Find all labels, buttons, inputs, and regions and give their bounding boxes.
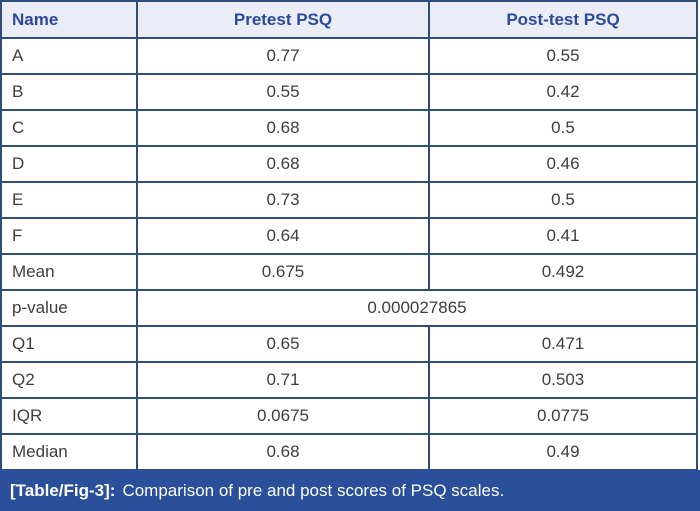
posttest-value-cell: 0.49 [428, 433, 698, 471]
table-header: Name Pretest PSQ Post-test PSQ [0, 0, 698, 39]
column-header-pretest-psq: Pretest PSQ [136, 0, 430, 39]
posttest-value-cell: 0.55 [428, 37, 698, 75]
posttest-value-cell: 0.471 [428, 325, 698, 363]
row-label-cell: Q1 [0, 325, 138, 363]
table-row-q1: Q1 0.65 0.471 [0, 325, 698, 363]
row-label-cell: Q2 [0, 361, 138, 399]
table-row-median: Median 0.68 0.49 [0, 433, 698, 471]
pretest-value-cell: 0.675 [136, 253, 430, 291]
pretest-value-cell: 0.73 [136, 181, 430, 219]
table-row: C 0.68 0.5 [0, 109, 698, 147]
table-row-p-value: p-value 0.000027865 [0, 289, 698, 327]
row-label-cell: E [0, 181, 138, 219]
table-row-mean: Mean 0.675 0.492 [0, 253, 698, 291]
p-value-merged-cell: 0.000027865 [136, 289, 698, 327]
table-row: B 0.55 0.42 [0, 73, 698, 111]
posttest-value-cell: 0.503 [428, 361, 698, 399]
posttest-value-cell: 0.0775 [428, 397, 698, 435]
posttest-value-cell: 0.492 [428, 253, 698, 291]
table-row-q2: Q2 0.71 0.503 [0, 361, 698, 399]
posttest-value-cell: 0.46 [428, 145, 698, 183]
posttest-value-cell: 0.5 [428, 109, 698, 147]
pretest-value-cell: 0.77 [136, 37, 430, 75]
table-row: F 0.64 0.41 [0, 217, 698, 255]
column-header-name: Name [0, 0, 138, 39]
posttest-value-cell: 0.42 [428, 73, 698, 111]
posttest-value-cell: 0.5 [428, 181, 698, 219]
pretest-value-cell: 0.68 [136, 433, 430, 471]
row-label-cell: D [0, 145, 138, 183]
row-label-cell: Median [0, 433, 138, 471]
pretest-value-cell: 0.55 [136, 73, 430, 111]
table-row: D 0.68 0.46 [0, 145, 698, 183]
caption-tag: [Table/Fig-3]: [10, 480, 116, 500]
pretest-value-cell: 0.65 [136, 325, 430, 363]
table-row: A 0.77 0.55 [0, 37, 698, 75]
pretest-value-cell: 0.0675 [136, 397, 430, 435]
psq-comparison-table: Name Pretest PSQ Post-test PSQ A 0.77 0.… [0, 0, 698, 471]
row-label-cell: F [0, 217, 138, 255]
table-row-iqr: IQR 0.0675 0.0775 [0, 397, 698, 435]
pretest-value-cell: 0.71 [136, 361, 430, 399]
row-label-cell: p-value [0, 289, 138, 327]
row-label-cell: Mean [0, 253, 138, 291]
column-header-posttest-psq: Post-test PSQ [428, 0, 698, 39]
row-label-cell: IQR [0, 397, 138, 435]
table-caption-bar: [Table/Fig-3]: Comparison of pre and pos… [0, 470, 700, 511]
table-row: E 0.73 0.5 [0, 181, 698, 219]
caption-text: Comparison of pre and post scores of PSQ… [122, 480, 505, 500]
pretest-value-cell: 0.68 [136, 145, 430, 183]
posttest-value-cell: 0.41 [428, 217, 698, 255]
pretest-value-cell: 0.68 [136, 109, 430, 147]
row-label-cell: B [0, 73, 138, 111]
row-label-cell: A [0, 37, 138, 75]
header-row: Name Pretest PSQ Post-test PSQ [0, 0, 698, 39]
pretest-value-cell: 0.64 [136, 217, 430, 255]
table-body: A 0.77 0.55 B 0.55 0.42 C 0.68 0.5 D 0.6… [0, 37, 698, 471]
row-label-cell: C [0, 109, 138, 147]
